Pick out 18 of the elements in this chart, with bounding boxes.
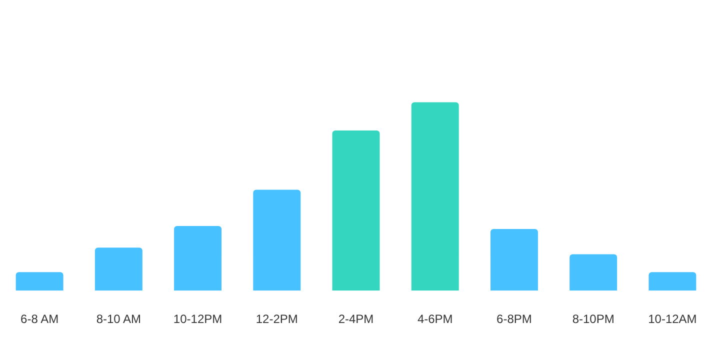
x-tick-label: 2-4PM: [338, 312, 374, 326]
x-tick-label: 8-10 AM: [96, 312, 142, 326]
x-tick-label: 10-12AM: [648, 312, 697, 326]
bar: [648, 272, 696, 291]
x-tick-label: 4-6PM: [417, 312, 453, 326]
bar: [253, 190, 301, 291]
bar: [490, 228, 538, 291]
bar: [94, 248, 142, 291]
x-tick-label: 10-12PM: [173, 312, 222, 326]
bar: [174, 226, 222, 291]
x-tick-label: 6-8PM: [496, 312, 532, 326]
bar: [332, 130, 380, 291]
x-tick-label: 8-10PM: [572, 312, 614, 326]
x-tick-label: 12-2PM: [256, 312, 298, 326]
bar: [16, 272, 64, 291]
bar: [570, 254, 618, 291]
x-tick-label: 6-8 AM: [20, 312, 59, 326]
bar: [411, 102, 459, 291]
